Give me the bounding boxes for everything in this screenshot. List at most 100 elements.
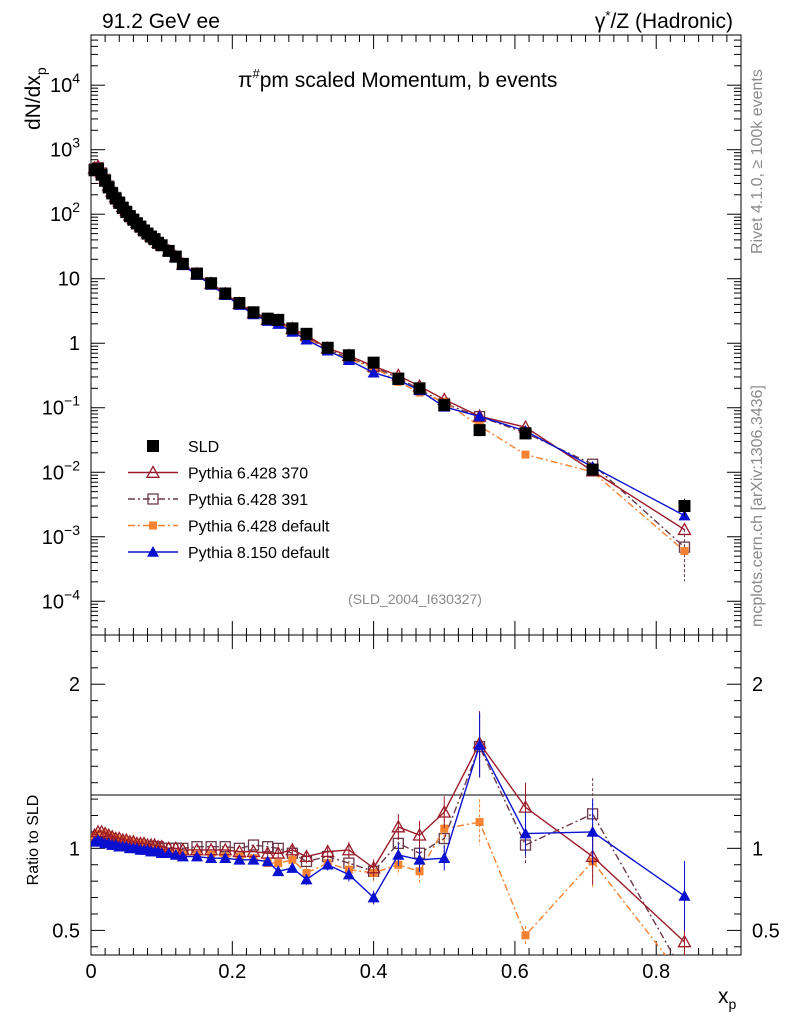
ratio-point-p370: [299, 849, 314, 862]
ratio-point-p8: [586, 825, 599, 837]
ratio-point-p370: [271, 845, 286, 859]
main-axis-ticks: [90, 34, 741, 636]
ratio-point-p391: [247, 839, 260, 851]
data-point-sld: [438, 399, 451, 412]
series-p8: [88, 161, 691, 521]
ratio-point-p8: [286, 862, 299, 873]
ratio-point-p370: [320, 844, 335, 858]
ratio-point-p8: [190, 850, 203, 862]
ratio-y-tick-label-right: 0.5: [752, 920, 780, 942]
legend-label: Pythia 8.150 default: [188, 545, 330, 562]
data-point-sld: [321, 341, 334, 354]
ratio-point-p6def: [440, 824, 449, 833]
data-point-sld: [392, 372, 405, 385]
ratio-x-tick-labels: 0 0.2 0.4 0.6 0.8: [85, 961, 670, 983]
data-point-sld: [219, 287, 232, 300]
main-y-tick-label: 1: [69, 333, 80, 355]
ratio-y-tick-label-right: 2: [752, 674, 763, 696]
ratio-point-p8: [413, 853, 426, 865]
legend-marker: [149, 521, 157, 530]
data-point-p8: [367, 366, 380, 378]
data-point-p8: [473, 410, 486, 422]
ratio-point-p8: [169, 848, 182, 860]
legend-entry-p6def: Pythia 6.428 default: [128, 519, 330, 536]
data-point-sld: [233, 297, 246, 310]
ratio-point-p370: [366, 860, 381, 874]
ratio-point-p370: [285, 842, 300, 856]
data-point-sld: [190, 267, 203, 280]
ratio-point-p6def: [274, 859, 283, 868]
ratio-point-p8: [438, 852, 451, 863]
header-energy: 91.2 GeV ee: [102, 10, 220, 33]
data-point-sld: [247, 306, 260, 319]
ratio-y-tick-labels: 0.5 0.5 1 1 2 2: [52, 674, 780, 942]
ratio-point-p8: [247, 853, 260, 865]
main-y-tick-label: 104: [50, 70, 80, 97]
data-point-sld: [261, 312, 274, 325]
legend-marker: [147, 440, 159, 452]
ratio-point-p6def: [288, 855, 297, 864]
ratio-point-p391: [219, 841, 231, 853]
main-plot-title: π#pm scaled Momentum, b events: [238, 66, 557, 92]
ratio-y-axis-label: Ratio to SLD: [25, 795, 42, 886]
ratio-point-p370: [412, 827, 427, 841]
data-point-sld: [678, 499, 691, 512]
series-sld: [88, 163, 691, 516]
data-point-sld: [342, 349, 355, 362]
main-y-tick-label: 10−3: [42, 522, 80, 549]
legend-entry-p8: Pythia 8.150 default: [128, 545, 330, 562]
legend-label: Pythia 6.428 default: [188, 519, 330, 536]
legend-marker: [147, 546, 159, 557]
ratio-point-p8: [261, 855, 274, 867]
ratio-point-p6def: [521, 931, 530, 940]
series-p6def: [90, 162, 689, 556]
ratio-y-tick-label-left: 2: [69, 674, 80, 696]
data-point-sld: [519, 427, 532, 440]
ratio-point-p8: [392, 848, 405, 860]
data-point-sld: [413, 382, 426, 395]
data-point-sld: [473, 424, 486, 437]
ratio-y-tick-label-left: 1: [69, 838, 80, 860]
series-line-p391: [94, 166, 685, 548]
legend-marker: [145, 465, 161, 478]
legend-entry-p391: Pythia 6.428 391: [128, 492, 308, 509]
ratio-line-p6def: [94, 821, 667, 955]
ratio-line-p8: [94, 743, 685, 899]
data-point-p370: [677, 522, 692, 536]
main-y-tick-label: 10−4: [42, 586, 80, 613]
legend: SLD Pythia 6.428 370 Pythia 6.428 391 Pythi…: [128, 439, 330, 562]
legend-label: Pythia 6.428 370: [188, 466, 308, 483]
ratio-point-p370: [437, 804, 452, 818]
ratio-point-p6def: [302, 868, 311, 877]
legend-label: SLD: [188, 439, 219, 456]
main-y-tick-label: 10−2: [42, 457, 80, 484]
data-point-sld: [367, 356, 380, 369]
ratio-point-p8: [205, 852, 218, 863]
ratio-point-p8: [342, 868, 355, 880]
ratio-point-p370: [677, 934, 692, 948]
data-point-p6def: [521, 450, 530, 459]
ratio-series-p8: [91, 712, 691, 931]
series-p370: [87, 159, 692, 536]
legend-entry-sld: SLD: [147, 439, 219, 456]
ratio-point-p8: [678, 889, 691, 901]
main-y-axis-label: dN/dxp: [22, 67, 49, 130]
x-tick-label: 0.8: [642, 961, 670, 983]
ratio-point-p8: [219, 852, 232, 863]
data-point-sld: [272, 313, 285, 326]
ratio-point-p8: [233, 853, 246, 865]
ratio-series-p6def: [91, 799, 688, 984]
mcplots-label: mcplots.cern.ch [arXiv:1306.3436]: [749, 385, 766, 627]
main-y-tick-label: 10−1: [42, 393, 80, 420]
ratio-point-p6def: [680, 976, 688, 984]
ratio-series-clipped: [91, 711, 692, 984]
ratio-point-p8: [272, 865, 285, 877]
ratio-point-p370: [391, 819, 406, 833]
ratio-point-p391: [679, 970, 689, 980]
series-line-p8: [94, 166, 685, 517]
main-y-tick-label: 102: [50, 199, 80, 226]
legend-label: Pythia 6.428 391: [188, 492, 308, 509]
data-point-sld: [176, 257, 189, 270]
